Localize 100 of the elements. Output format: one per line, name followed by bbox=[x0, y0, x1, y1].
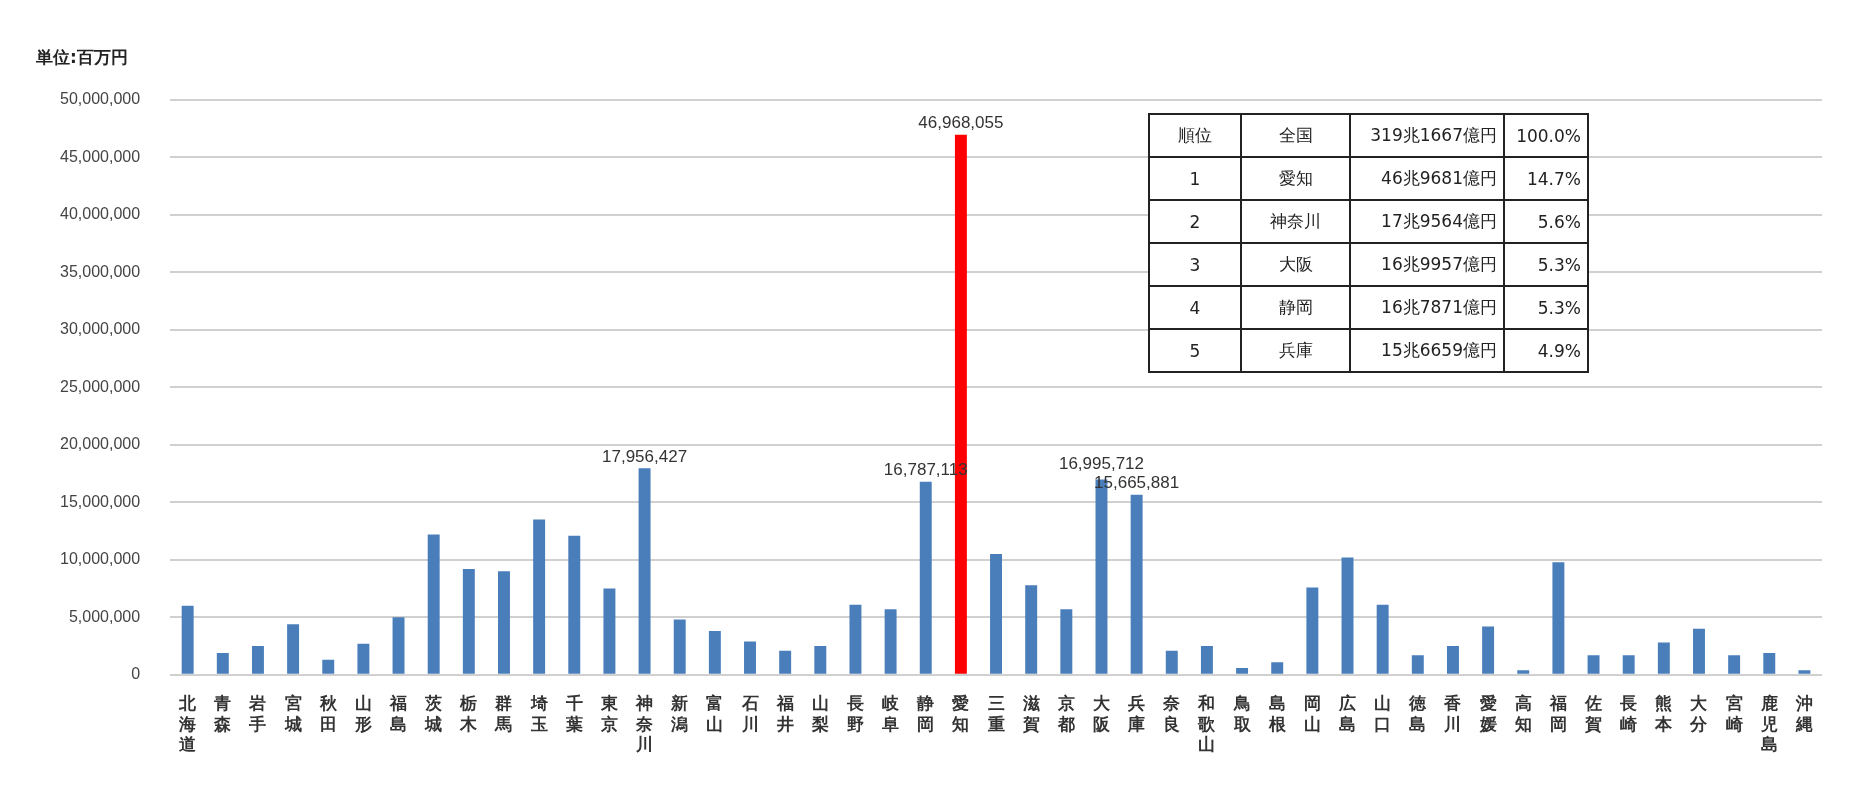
bar bbox=[533, 519, 546, 674]
x-tick-label: 愛知 bbox=[951, 693, 970, 734]
annotation: 5.6% bbox=[1504, 200, 1588, 243]
bar bbox=[322, 659, 335, 674]
x-tick-label: 新潟 bbox=[670, 693, 689, 734]
annotation: 静岡 bbox=[1241, 286, 1350, 329]
bar bbox=[1728, 655, 1741, 674]
x-tick-label: 三重 bbox=[986, 693, 1005, 734]
x-tick-label: 熊本 bbox=[1654, 693, 1674, 734]
bar bbox=[673, 619, 686, 674]
bar bbox=[1446, 646, 1459, 674]
bar bbox=[427, 534, 440, 674]
bar bbox=[1552, 562, 1565, 674]
data-label: 17,956,427 bbox=[602, 446, 688, 466]
bar bbox=[1622, 655, 1635, 674]
x-tick-label: 愛媛 bbox=[1478, 693, 1497, 734]
bar bbox=[744, 641, 756, 674]
x-tick-label: 千葉 bbox=[564, 693, 583, 734]
annotation: 14.7% bbox=[1504, 157, 1588, 200]
y-axis-title: 単位:百万円 bbox=[36, 46, 128, 69]
y-tick-label: 45,000,000 bbox=[60, 147, 141, 165]
annotation: 15兆6659億円 bbox=[1350, 329, 1504, 372]
y-tick-label: 50,000,000 bbox=[60, 90, 141, 108]
x-tick-label: 岡山 bbox=[1303, 693, 1321, 734]
x-tick-label: 岩手 bbox=[248, 693, 267, 734]
x-tick-label: 鹿児島 bbox=[1759, 693, 1778, 755]
bar bbox=[708, 631, 721, 674]
annotation: 100.0% bbox=[1504, 114, 1588, 157]
bar bbox=[357, 643, 370, 674]
annotation: 17兆9564億円 bbox=[1350, 200, 1504, 243]
x-tick-label: 福井 bbox=[775, 693, 794, 734]
x-tick-label: 兵庫 bbox=[1127, 693, 1146, 734]
x-tick-label: 宮城 bbox=[283, 693, 302, 734]
x-tick-label: 秋田 bbox=[318, 693, 338, 734]
x-tick-label: 長野 bbox=[845, 693, 864, 734]
x-tick-label: 富山 bbox=[706, 693, 724, 734]
y-tick-label: 20,000,000 bbox=[60, 435, 141, 453]
x-tick-label: 京都 bbox=[1056, 693, 1075, 734]
bar bbox=[1236, 667, 1249, 674]
data-label: 46,968,055 bbox=[918, 113, 1004, 133]
bar bbox=[1306, 587, 1319, 674]
x-tick-label: 長崎 bbox=[1619, 693, 1638, 734]
y-tick-label: 30,000,000 bbox=[60, 320, 141, 338]
bar bbox=[1060, 609, 1073, 674]
y-tick-label: 35,000,000 bbox=[60, 262, 141, 280]
annotation: 全国 bbox=[1241, 114, 1350, 157]
x-tick-label: 岐阜 bbox=[881, 693, 900, 734]
bar bbox=[1341, 557, 1354, 674]
y-tick-label: 25,000,000 bbox=[60, 377, 141, 395]
annotation: 46兆9681億円 bbox=[1350, 157, 1504, 200]
bar bbox=[181, 605, 194, 674]
annotation: 大阪 bbox=[1241, 243, 1350, 286]
x-tick-label: 静岡 bbox=[916, 693, 935, 734]
y-tick-label: 40,000,000 bbox=[60, 205, 141, 223]
bar bbox=[849, 604, 862, 674]
annotation: 神奈川 bbox=[1241, 200, 1350, 243]
bar bbox=[1482, 626, 1495, 674]
bar bbox=[884, 609, 897, 674]
bar bbox=[1587, 655, 1600, 674]
x-tick-label: 広島 bbox=[1338, 693, 1357, 734]
x-tick-label: 北海道 bbox=[178, 693, 198, 755]
bar bbox=[287, 624, 300, 674]
x-tick-label: 山形 bbox=[353, 693, 372, 734]
bar bbox=[638, 468, 651, 674]
bar bbox=[462, 569, 475, 674]
annotation: 5 bbox=[1149, 329, 1241, 372]
x-tick-label: 福島 bbox=[389, 693, 408, 734]
x-tick-label: 沖縄 bbox=[1794, 693, 1813, 734]
annotation: 3 bbox=[1149, 243, 1241, 286]
bar bbox=[1657, 642, 1670, 674]
y-tick-label: 10,000,000 bbox=[60, 550, 141, 568]
x-tick-label: 石川 bbox=[740, 693, 759, 734]
x-tick-label: 埼玉 bbox=[529, 693, 548, 734]
x-tick-label: 青森 bbox=[213, 693, 233, 734]
x-tick-label: 大阪 bbox=[1092, 693, 1111, 734]
bar bbox=[919, 481, 932, 674]
bar bbox=[568, 535, 581, 674]
annotation: 4 bbox=[1149, 286, 1241, 329]
bar bbox=[1376, 604, 1389, 674]
bar bbox=[216, 652, 229, 674]
annotation: 16兆7871億円 bbox=[1350, 286, 1504, 329]
data-label: 16,995,712 bbox=[1058, 453, 1145, 473]
x-tick-label: 群馬 bbox=[494, 693, 513, 734]
x-tick-label: 神奈川 bbox=[635, 693, 654, 755]
annotation: 2 bbox=[1149, 200, 1241, 243]
annotation: 順位 bbox=[1149, 114, 1241, 157]
x-tick-label: 島根 bbox=[1267, 693, 1287, 734]
bar bbox=[1798, 670, 1811, 674]
x-tick-label: 東京 bbox=[599, 693, 619, 734]
x-tick-label: 奈良 bbox=[1162, 693, 1181, 734]
x-tick-label: 栃木 bbox=[459, 693, 479, 734]
annotation: 5.3% bbox=[1504, 243, 1588, 286]
x-tick-label: 高知 bbox=[1513, 693, 1532, 734]
bar bbox=[1693, 628, 1705, 674]
bar bbox=[1165, 650, 1178, 674]
x-tick-label: 和歌山 bbox=[1197, 693, 1217, 755]
bar bbox=[251, 646, 264, 674]
x-tick-label: 香川 bbox=[1443, 693, 1463, 734]
x-tick-label: 宮崎 bbox=[1725, 693, 1743, 734]
bar bbox=[498, 571, 510, 674]
